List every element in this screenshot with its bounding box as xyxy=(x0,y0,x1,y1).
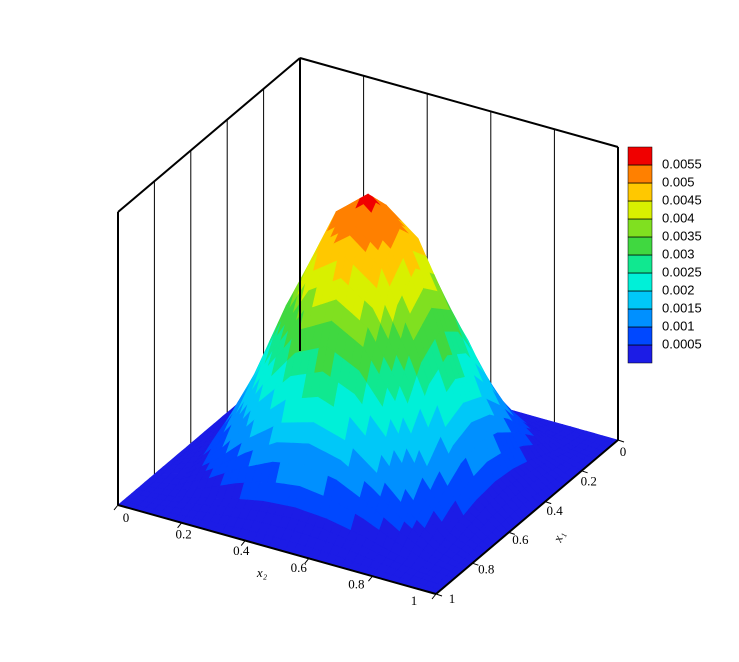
x2-tick-label: 0.8 xyxy=(348,576,364,591)
legend-swatch xyxy=(627,308,653,328)
x1-tick-label: 0 xyxy=(620,444,627,459)
tick-mark xyxy=(581,470,588,474)
tick-mark xyxy=(177,522,182,529)
legend-swatch xyxy=(627,146,653,166)
x2-tick-label: 0.2 xyxy=(175,527,191,542)
legend-swatch xyxy=(627,254,653,274)
legend-swatch xyxy=(627,164,653,184)
axis-line xyxy=(435,439,619,595)
tick-mark xyxy=(431,593,437,600)
x2-tick-label: 1 xyxy=(411,593,418,608)
legend-label: 0.001 xyxy=(662,318,695,333)
legend-swatch xyxy=(627,344,653,364)
x1-tick-label: 1 xyxy=(449,591,456,606)
legend-label: 0.0045 xyxy=(662,192,702,207)
tick-mark xyxy=(617,439,625,443)
tick-mark xyxy=(508,531,515,535)
tick-mark xyxy=(435,593,443,597)
axis-line xyxy=(117,504,437,595)
x2-tick-label: 0 xyxy=(123,510,130,525)
surface xyxy=(117,193,619,595)
tick-mark xyxy=(113,504,119,511)
axis-line xyxy=(299,57,619,148)
legend-label: 0.0055 xyxy=(662,156,702,171)
legend-label: 0.0035 xyxy=(662,228,702,243)
tick-mark xyxy=(368,575,373,582)
tick-mark xyxy=(472,562,479,566)
legend: 0.0005 0.001 0.0015 0.002 0.0025 0.003 0.0035 0… xyxy=(627,146,702,364)
x1-tick-label: 0.4 xyxy=(546,503,563,518)
legend-label: 0.004 xyxy=(662,210,695,225)
tick-mark xyxy=(240,540,246,546)
x2-tick-label: 0.4 xyxy=(233,543,250,558)
x1-tick-label: 0.2 xyxy=(581,473,597,488)
x1-axis-title: x₁ xyxy=(549,529,567,545)
tick-mark xyxy=(304,558,310,564)
legend-swatch xyxy=(627,200,653,220)
tick-mark xyxy=(545,501,552,505)
legend-swatch xyxy=(627,236,653,256)
legend-label: 0.002 xyxy=(662,282,695,297)
legend-swatch xyxy=(627,326,653,346)
legend-label: 0.0015 xyxy=(662,300,702,315)
axes-frame: 0 0.2 0.4 0.6 0.8 1 0 0.2 0.4 0.6 0.8 1 xyxy=(113,57,627,608)
legend-swatch xyxy=(627,182,653,202)
legend-label: 0.0025 xyxy=(662,264,702,279)
legend-label: 0.003 xyxy=(662,246,695,261)
x1-tick-label: 0.8 xyxy=(478,562,494,577)
legend-swatch xyxy=(627,272,653,292)
x2-tick-label: 0.6 xyxy=(291,560,308,575)
legend-label: 0.0005 xyxy=(662,336,702,351)
legend-label: 0.005 xyxy=(662,174,695,189)
legend-swatch xyxy=(627,218,653,238)
axis-line xyxy=(117,57,301,213)
legend-swatch xyxy=(627,290,653,310)
x1-tick-label: 0.6 xyxy=(512,532,529,547)
x2-axis-title: x₂ xyxy=(256,565,268,580)
